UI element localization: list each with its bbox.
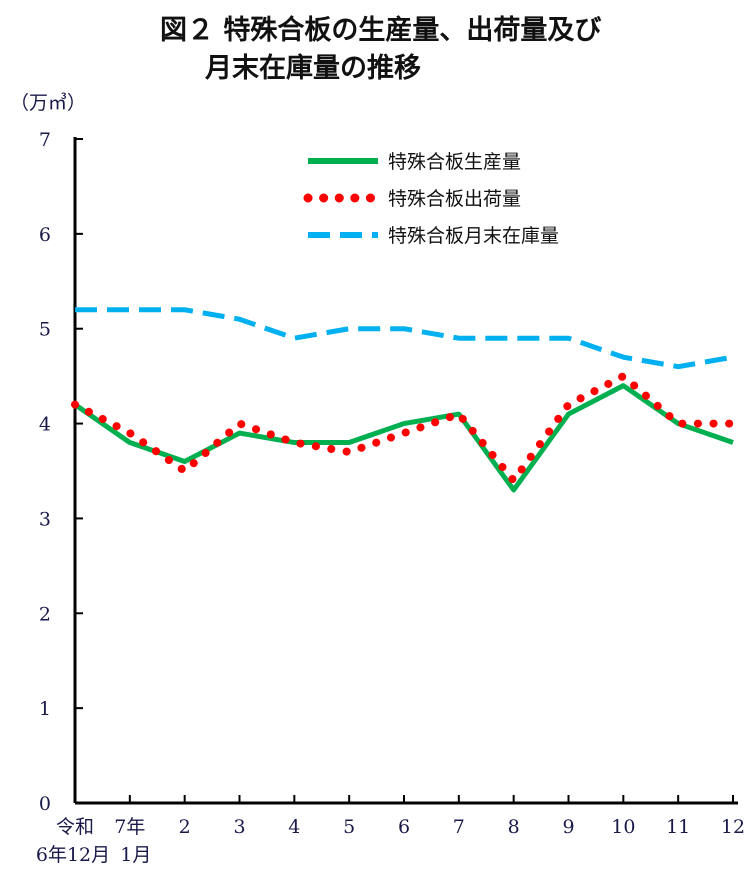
x-tick-label: 5 [343,816,355,838]
legend-label-2: 特殊合板月末在庫量 [388,225,559,247]
x-tick-label: 令和 [56,816,94,838]
x-tick-label: 7年 [114,816,145,838]
x-tick-label-sub: 1月 [120,844,151,866]
legend-label-0: 特殊合板生産量 [388,151,521,173]
chart-title-line1: 図２ 特殊合板の生産量、出荷量及び [160,15,602,46]
x-tick-label: 4 [288,816,300,838]
y-tick-label: 4 [39,414,51,436]
y-tick-label: 1 [39,698,51,720]
x-tick-label: 9 [562,816,574,838]
series-line-0 [73,383,734,493]
y-tick-label: 3 [39,508,51,530]
x-tick-label: 12 [721,816,745,838]
x-tick-label: 11 [666,816,690,838]
x-tick-label: 2 [179,816,191,838]
series-line-2 [75,307,734,370]
x-tick-label: 10 [611,816,635,838]
y-axis-unit: （万㎥） [10,92,87,114]
x-tick-label: 6 [398,816,410,838]
x-tick-label: 3 [233,816,245,838]
y-tick-label: 0 [39,793,51,815]
y-tick-label: 5 [39,319,51,341]
y-tick-label: 6 [39,224,51,246]
x-tick-label: 8 [508,816,520,838]
y-tick-label: 7 [39,129,51,151]
x-tick-label-sub: 6年12月 [36,844,110,866]
x-tick-label: 7 [453,816,465,838]
chart-title-line2: 月末在庫量の推移 [205,53,421,84]
y-tick-label: 2 [39,603,51,625]
legend-label-1: 特殊合板出荷量 [388,188,521,210]
